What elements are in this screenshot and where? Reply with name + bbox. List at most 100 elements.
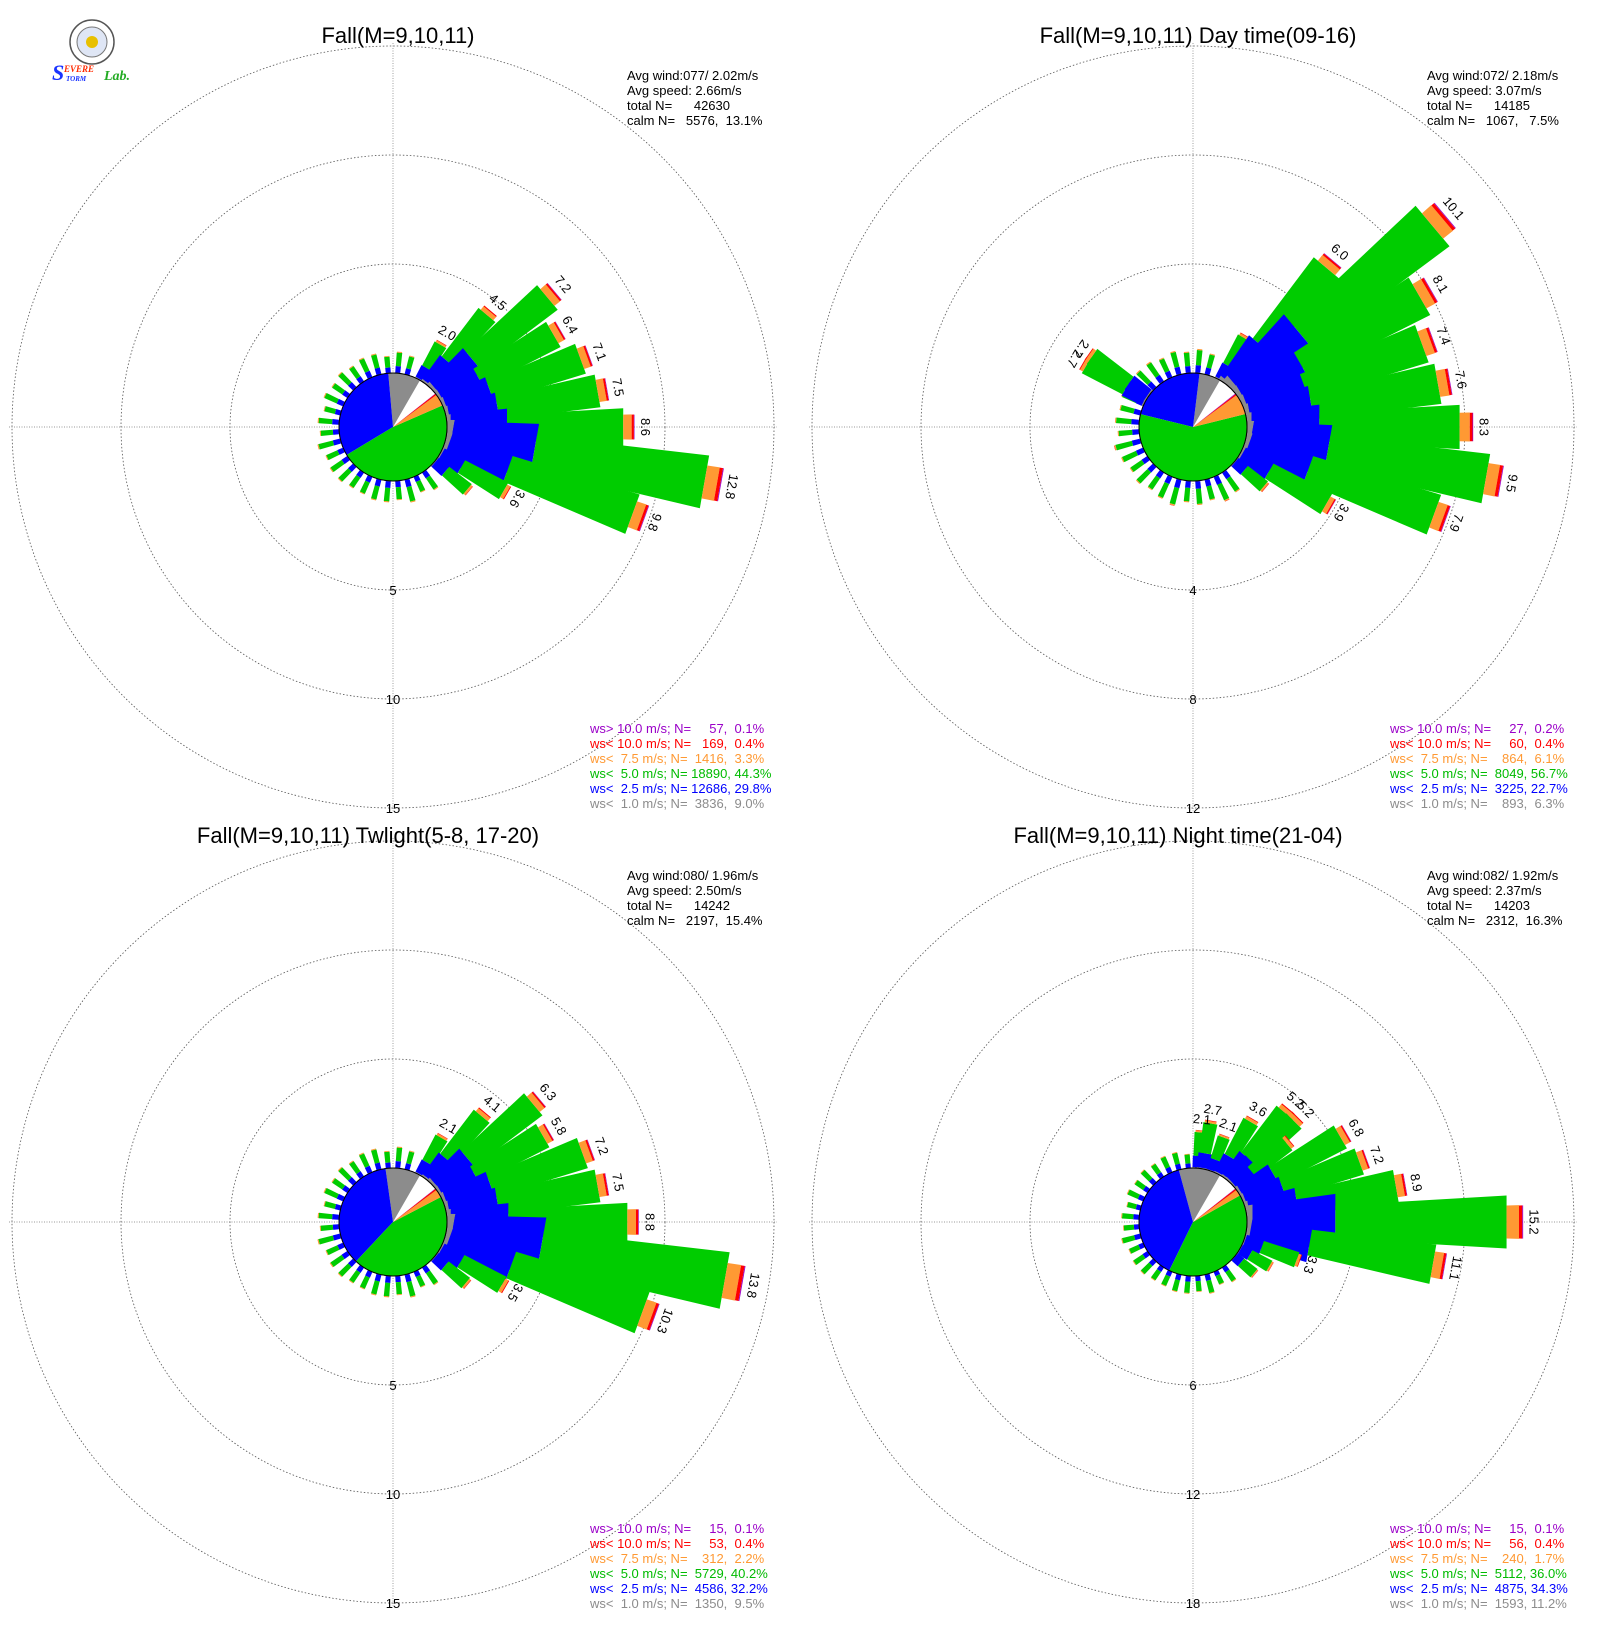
other-bar-11-seg-1 [341, 456, 350, 465]
legend-lt5: ws< 5.0 m/s; N= 8049, 56.7% [1389, 766, 1568, 781]
direction-bar-10-seg-1 [1231, 458, 1249, 475]
legend: ws> 10.0 m/s; N= 27, 0.2% ws< 10.0 m/s; … [1389, 721, 1568, 811]
value-label-1: 2.7 [1203, 1101, 1223, 1119]
direction-bar-2-seg-4 [1219, 1133, 1230, 1138]
stat-total: total N= 14185 [1427, 98, 1530, 113]
other-bar-22-seg-1 [374, 367, 382, 376]
direction-bar-3-seg-2 [1224, 1117, 1259, 1161]
direction-bar-5-seg-3 [595, 1173, 607, 1198]
pie-slice-0 [1178, 1168, 1220, 1222]
direction-bar-11-seg-3 [1430, 1251, 1445, 1279]
panel-title: Fall(M=9,10,11) Day time(09-16) [1040, 23, 1357, 48]
pie-slice-5 [1193, 393, 1236, 427]
direction-bar-9-seg-5 [1327, 499, 1337, 515]
other-bar-17-seg-2 [1127, 1189, 1140, 1199]
other-bar-1-seg-1 [1204, 367, 1212, 376]
other-bar-17-seg-3 [1126, 1189, 1130, 1195]
direction-bar-2-seg-4 [545, 283, 562, 302]
other-bar-5-seg-1 [1195, 1275, 1201, 1282]
pie-slice-5 [393, 393, 436, 427]
direction-bar-2-seg-4 [531, 1091, 546, 1109]
other-bar-23-seg-3 [1184, 1153, 1190, 1155]
pie-slice-3 [393, 1189, 441, 1222]
other-bar-16-seg-3 [1119, 405, 1122, 411]
other-bar-4-seg-1 [1204, 1273, 1212, 1282]
other-bar-9-seg-3 [348, 1279, 354, 1284]
other-bar-19-seg-1 [1147, 381, 1157, 391]
value-label-0: 2.1 [1192, 1111, 1211, 1128]
other-bar-11-seg-3 [329, 467, 334, 473]
legend-lt75: ws< 7.5 m/s; N= 240, 1.7% [1389, 1551, 1565, 1566]
other-bar-19-seg-1 [348, 1177, 357, 1186]
other-bar-14-seg-3 [1122, 1225, 1125, 1231]
ring-labels: 4 8 12 [1186, 583, 1200, 816]
stat-avg-speed: Avg speed: 2.50m/s [627, 883, 742, 898]
value-label-9: 3.9 [1330, 501, 1352, 524]
other-bar-23-seg-2 [384, 1151, 391, 1163]
direction-bar-4-seg-3 [578, 1140, 593, 1164]
direction-bar-9-seg-4 [1326, 498, 1336, 515]
direction-bar-2-seg-3 [1421, 205, 1453, 239]
other-bar-3-seg-1 [1213, 475, 1222, 485]
direction-bar-0-seg-1 [415, 1159, 433, 1178]
other-bar-23-seg-2 [1184, 1154, 1191, 1164]
other-bar-2-seg-2 [1226, 476, 1240, 492]
direction-bar-8-seg-4 [646, 1302, 659, 1331]
direction-bar-5-seg-2 [1246, 1113, 1302, 1169]
other-bar-12-seg-3 [1128, 1249, 1132, 1254]
other-bar-8-seg-2 [1157, 481, 1170, 499]
ring-label-3: 15 [386, 1596, 400, 1611]
direction-bar-13-seg-3 [1266, 1261, 1274, 1272]
direction-bars [415, 283, 724, 534]
pie-slice-1 [1138, 1169, 1193, 1271]
other-bar-16-seg-1 [334, 1204, 342, 1211]
direction-bar-6-seg-3 [627, 1209, 636, 1235]
direction-bar-0-seg-4 [436, 339, 447, 346]
other-bar-21-seg-2 [1159, 358, 1170, 373]
direction-bar-8-seg-2 [1303, 456, 1442, 535]
pie-slice-4 [1193, 394, 1237, 427]
other-bar-22-seg-3 [371, 353, 377, 356]
direction-bar-7-seg-3 [1483, 463, 1501, 497]
other-bar-7-seg-1 [374, 478, 382, 487]
other-bar-0-seg-1 [395, 1161, 401, 1168]
other-bar-4-seg-3 [410, 1295, 416, 1298]
other-bar-8-seg-1 [365, 1270, 373, 1278]
direction-bar-3-seg-3 [548, 322, 564, 344]
direction-bar-13-seg-4 [1268, 1262, 1274, 1272]
direction-bar-5-seg-2 [495, 1169, 601, 1215]
value-label-10: 15.2 [1527, 1209, 1542, 1234]
other-bar-6-seg-1 [1185, 481, 1191, 488]
legend-lt25: ws< 2.5 m/s; N= 3225, 22.7% [1389, 781, 1568, 796]
direction-bar-5-seg-3 [595, 378, 607, 403]
direction-bar-10-seg-3 [1506, 1205, 1519, 1239]
other-bar-10-seg-2 [1136, 468, 1152, 484]
direction-bar-8-seg-3 [627, 501, 647, 531]
other-bar-8-seg-1 [1165, 1270, 1173, 1277]
other-bar-0-seg-3 [397, 351, 403, 354]
direction-bar-8-seg-5 [1440, 506, 1451, 532]
other-bar-10-seg-3 [337, 1272, 343, 1278]
direction-bar-7-seg-5 [1497, 465, 1504, 497]
value-label-4: 7.4 [1433, 325, 1453, 347]
other-bar-16-seg-2 [1126, 1201, 1137, 1210]
direction-bar-4-seg-2 [1241, 1105, 1294, 1163]
other-bar-11-seg-2 [330, 1254, 345, 1268]
other-bar-22-seg-1 [1174, 1163, 1182, 1171]
other-bar-5-seg-1 [395, 480, 401, 488]
direction-bar-7-seg-2 [531, 435, 710, 509]
stats-block: Avg wind:077/ 2.02m/s Avg speed: 2.66m/s… [627, 68, 763, 128]
other-bar-16-seg-3 [1126, 1201, 1129, 1207]
direction-bar-2-seg-2 [465, 285, 558, 369]
other-bar-7-seg-2 [1171, 1279, 1180, 1292]
direction-bar-3-seg-4 [1421, 277, 1438, 304]
direction-bar-3-seg-3 [1244, 1116, 1259, 1126]
other-bar-8-seg-3 [1157, 495, 1163, 499]
other-bar-4-seg-1 [1204, 478, 1212, 487]
other-bar-20-seg-2 [1150, 1163, 1162, 1175]
direction-bar-8-seg-5 [639, 505, 650, 532]
other-bar-19-seg-1 [348, 382, 357, 391]
other-bar-13-seg-4 [1113, 445, 1116, 451]
other-bar-13-seg-1 [332, 438, 342, 446]
other-bar-4-seg-2 [406, 1280, 416, 1297]
